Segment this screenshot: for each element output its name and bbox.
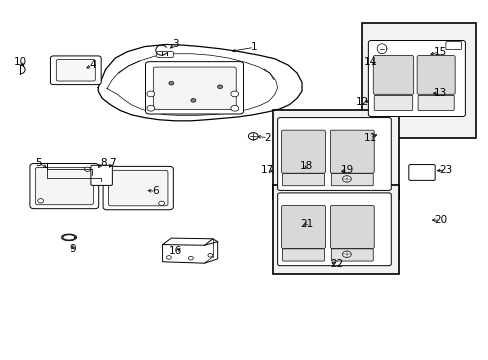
Text: 22: 22 <box>330 259 343 269</box>
FancyBboxPatch shape <box>145 62 243 114</box>
Text: 2: 2 <box>264 133 271 143</box>
Text: 3: 3 <box>172 40 178 49</box>
FancyBboxPatch shape <box>373 95 412 111</box>
FancyBboxPatch shape <box>56 59 95 81</box>
FancyBboxPatch shape <box>408 165 434 180</box>
FancyBboxPatch shape <box>277 118 390 190</box>
Text: 18: 18 <box>300 161 313 171</box>
Circle shape <box>158 201 164 206</box>
Text: 6: 6 <box>152 186 159 197</box>
Circle shape <box>188 256 193 260</box>
Text: 14: 14 <box>363 57 376 67</box>
FancyBboxPatch shape <box>277 193 390 266</box>
FancyBboxPatch shape <box>282 174 324 186</box>
FancyBboxPatch shape <box>91 165 112 185</box>
Circle shape <box>230 105 238 111</box>
FancyBboxPatch shape <box>445 41 461 49</box>
Text: 11: 11 <box>363 133 376 143</box>
Text: 17: 17 <box>261 165 274 175</box>
Circle shape <box>230 91 238 97</box>
Text: 4: 4 <box>89 60 96 70</box>
Bar <box>361 23 475 138</box>
Circle shape <box>217 85 222 89</box>
FancyBboxPatch shape <box>372 55 413 94</box>
Circle shape <box>84 167 90 171</box>
Circle shape <box>190 99 195 102</box>
Text: 13: 13 <box>433 88 446 98</box>
FancyBboxPatch shape <box>417 95 453 111</box>
FancyBboxPatch shape <box>330 249 372 261</box>
Text: 23: 23 <box>438 165 451 175</box>
FancyBboxPatch shape <box>50 56 101 85</box>
Text: 1: 1 <box>250 42 257 52</box>
FancyBboxPatch shape <box>108 170 167 206</box>
Circle shape <box>147 105 155 111</box>
Text: 19: 19 <box>341 165 354 175</box>
Circle shape <box>166 256 171 259</box>
FancyBboxPatch shape <box>330 130 373 173</box>
Circle shape <box>342 251 350 257</box>
FancyBboxPatch shape <box>103 166 173 210</box>
FancyBboxPatch shape <box>367 41 465 117</box>
FancyBboxPatch shape <box>35 167 93 205</box>
Text: 5: 5 <box>35 158 42 168</box>
Circle shape <box>342 176 350 182</box>
Text: 7: 7 <box>109 158 116 168</box>
Text: 15: 15 <box>433 46 446 57</box>
Text: 21: 21 <box>300 219 313 229</box>
FancyBboxPatch shape <box>157 51 173 57</box>
Bar <box>272 185 398 274</box>
FancyBboxPatch shape <box>281 206 325 248</box>
Circle shape <box>168 81 173 85</box>
Text: 12: 12 <box>355 97 368 107</box>
Circle shape <box>147 91 155 97</box>
FancyBboxPatch shape <box>330 174 372 186</box>
FancyBboxPatch shape <box>30 163 99 209</box>
Circle shape <box>248 133 258 140</box>
FancyBboxPatch shape <box>416 55 454 94</box>
Bar <box>272 110 398 199</box>
Text: 16: 16 <box>168 246 182 256</box>
FancyBboxPatch shape <box>153 67 236 109</box>
Circle shape <box>38 199 43 203</box>
Text: 9: 9 <box>69 244 76 254</box>
FancyBboxPatch shape <box>282 249 324 261</box>
FancyBboxPatch shape <box>281 130 325 173</box>
Text: 8: 8 <box>100 158 106 168</box>
Text: 10: 10 <box>14 57 27 67</box>
FancyBboxPatch shape <box>330 206 373 248</box>
Text: 20: 20 <box>433 215 446 225</box>
Circle shape <box>207 253 212 257</box>
